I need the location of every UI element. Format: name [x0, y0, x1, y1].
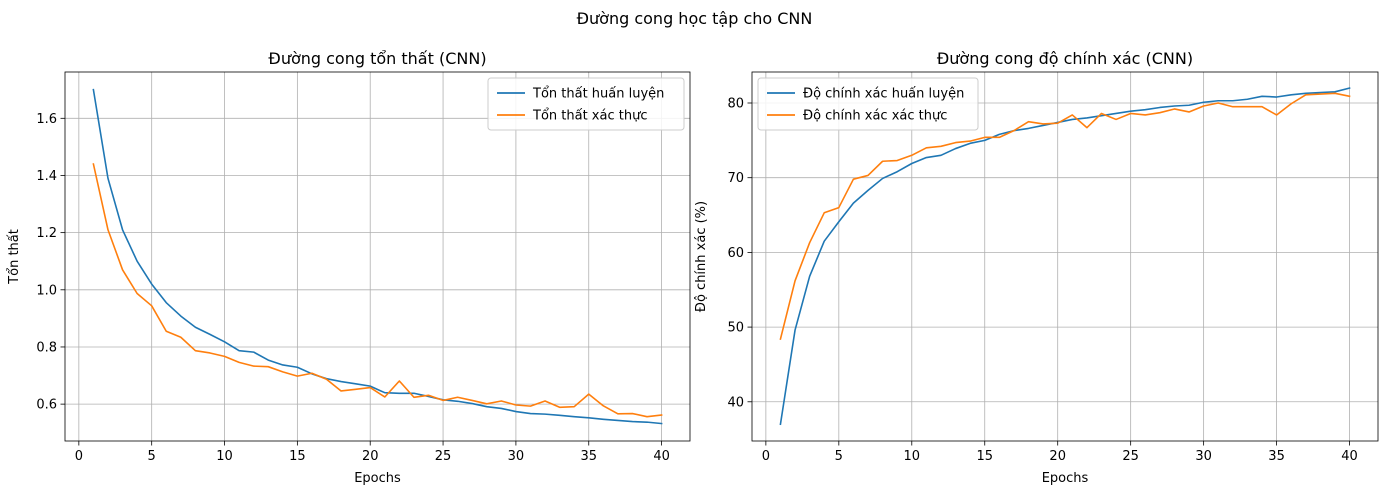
y-tick-label: 70: [727, 171, 744, 186]
x-tick-label: 20: [1049, 449, 1066, 464]
loss-chart: 0 5 10 15 20 25 30 35 40 0.6 0.8 1.0 1.2 1.4 1.6 Đường …: [7, 49, 691, 486]
x-tick-label: 25: [1122, 449, 1139, 464]
y-tick-label: 1.0: [36, 283, 57, 298]
y-axis-label: Tổn thất: [7, 229, 22, 285]
x-tick-label: 0: [75, 449, 83, 464]
legend-box: [487, 77, 685, 131]
series-line-validation: [779, 92, 1351, 341]
x-tick-label: 30: [1195, 449, 1212, 464]
y-tick-label: 60: [727, 246, 744, 261]
legend-label-validation: Tổn thất xác thực: [532, 109, 647, 124]
x-tick-label: 15: [289, 449, 306, 464]
legend: Tổn thất huấn luyện Tổn thất xác thực: [487, 77, 685, 131]
y-tick-label: 1.6: [36, 112, 57, 127]
series-line-train: [779, 87, 1351, 426]
chart-title: Đường cong tổn thất (CNN): [268, 49, 486, 68]
series-line-train: [92, 88, 663, 425]
x-tick-label: 15: [976, 449, 993, 464]
x-tick-label: 25: [435, 449, 452, 464]
x-tick-label: 40: [653, 449, 670, 464]
plot-frame: [751, 71, 1379, 442]
y-tick-label: 40: [727, 395, 744, 410]
y-tick-label: 80: [727, 96, 744, 111]
y-tick-label: 1.4: [36, 169, 57, 184]
y-tick-label: 50: [727, 321, 744, 336]
y-tick-label: 0.6: [36, 398, 57, 413]
x-tick-label: 10: [216, 449, 233, 464]
x-tick-label: 20: [362, 449, 379, 464]
x-tick-label: 5: [148, 449, 156, 464]
x-tick-label: 35: [580, 449, 597, 464]
x-tick-label: 5: [835, 449, 843, 464]
legend: Độ chính xác huấn luyện Độ chính xác xác …: [757, 77, 979, 131]
x-axis-label: Epochs: [354, 471, 401, 486]
legend-label-validation: Độ chính xác xác thực: [803, 109, 947, 124]
y-tick-label: 0.8: [36, 340, 57, 355]
chart-title: Đường cong độ chính xác (CNN): [937, 49, 1193, 68]
legend-box: [757, 77, 979, 131]
suptitle-text: Đường cong học tập cho CNN: [577, 9, 813, 28]
x-tick-label: 40: [1341, 449, 1358, 464]
plot-frame: [64, 71, 691, 442]
x-axis-label: Epochs: [1042, 471, 1089, 486]
x-tick-label: 35: [1268, 449, 1285, 464]
accuracy-chart: 0 5 10 15 20 25 30 35 40 40 50 60 70 80 Đường cong độ …: [694, 49, 1379, 486]
x-tick-label: 0: [762, 449, 770, 464]
series-line-validation: [92, 163, 663, 418]
y-tick-label: 1.2: [36, 226, 57, 241]
x-tick-label: 30: [508, 449, 525, 464]
y-axis-label: Độ chính xác (%): [694, 201, 709, 312]
x-tick-label: 10: [904, 449, 921, 464]
legend-label-train: Độ chính xác huấn luyện: [803, 87, 964, 102]
legend-label-train: Tổn thất huấn luyện: [532, 87, 664, 102]
